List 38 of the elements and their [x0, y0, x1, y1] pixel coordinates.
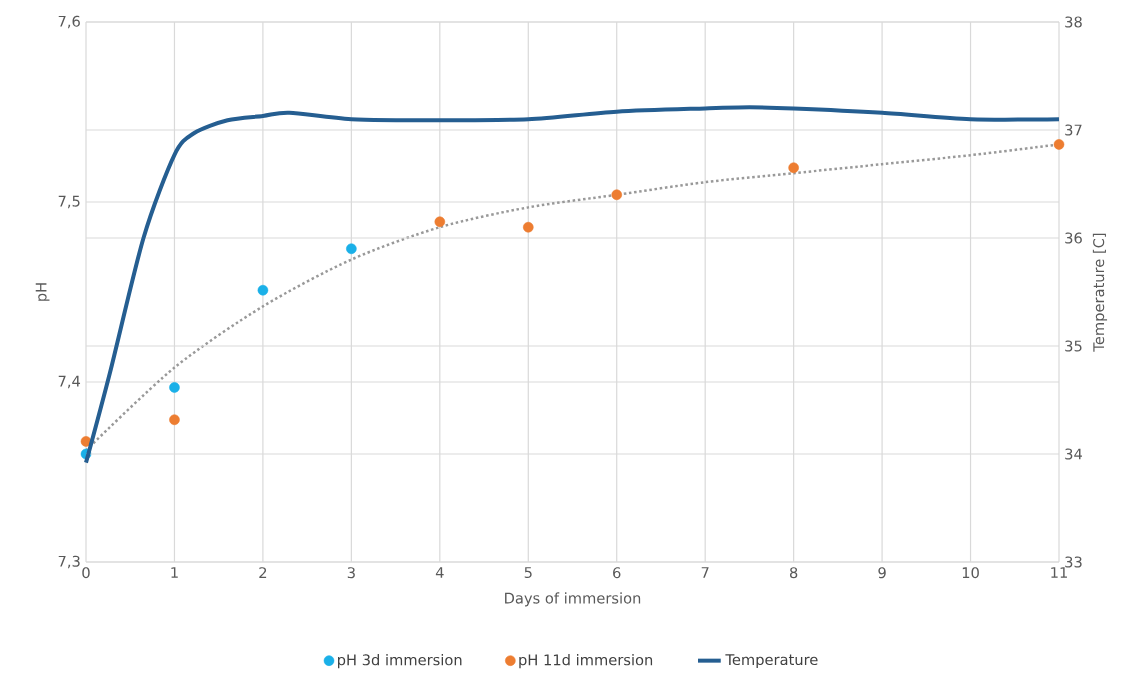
- x-tick-label: 4: [435, 567, 444, 578]
- x-tick-label: 9: [878, 567, 886, 579]
- y-tick-label: 7,6: [58, 15, 80, 29]
- x-tick-label: 2: [259, 567, 267, 579]
- y2-tick-label: 34: [1065, 448, 1082, 460]
- point: [257, 284, 269, 296]
- x-tick-label: 5: [524, 567, 532, 579]
- point: [523, 221, 534, 233]
- x-tick-label: 6: [613, 567, 621, 579]
- point: [346, 243, 357, 255]
- point: [1053, 139, 1065, 150]
- x-tick-label: 3: [347, 567, 355, 579]
- legend-label: pH 3d immersion: [338, 653, 462, 669]
- legend-label: pH 11d immersion: [519, 653, 653, 669]
- y2-tick-label: 37: [1065, 124, 1082, 136]
- x-tick-label: 10: [962, 567, 979, 579]
- y2-tick-label: 33: [1065, 556, 1082, 568]
- x-tick-label: 8: [789, 567, 798, 579]
- y2-tick-label: 35: [1065, 340, 1082, 352]
- y-tick-label: 7,3: [58, 555, 80, 569]
- point: [80, 436, 92, 447]
- x-tick-label: 7: [701, 567, 709, 578]
- point: [611, 189, 622, 201]
- y-axis-title: pH: [35, 283, 50, 301]
- point: [434, 216, 446, 228]
- y-tick-label: 7,5: [58, 195, 80, 209]
- x-tick-label: 0: [82, 567, 90, 579]
- y2-axis-title: Temperature [C]: [1092, 233, 1108, 352]
- legend-label: Temperature: [725, 654, 818, 668]
- x-tick-label: 1: [171, 567, 178, 578]
- point: [169, 382, 180, 393]
- y2-tick-label: 36: [1065, 232, 1082, 244]
- y2-tick-label: 38: [1065, 16, 1082, 28]
- point: [788, 162, 799, 174]
- x-axis-title: Days of immersion: [505, 592, 641, 607]
- x-tick-label: 11: [1051, 567, 1067, 578]
- y-tick-label: 7,4: [58, 375, 81, 389]
- point: [169, 414, 180, 426]
